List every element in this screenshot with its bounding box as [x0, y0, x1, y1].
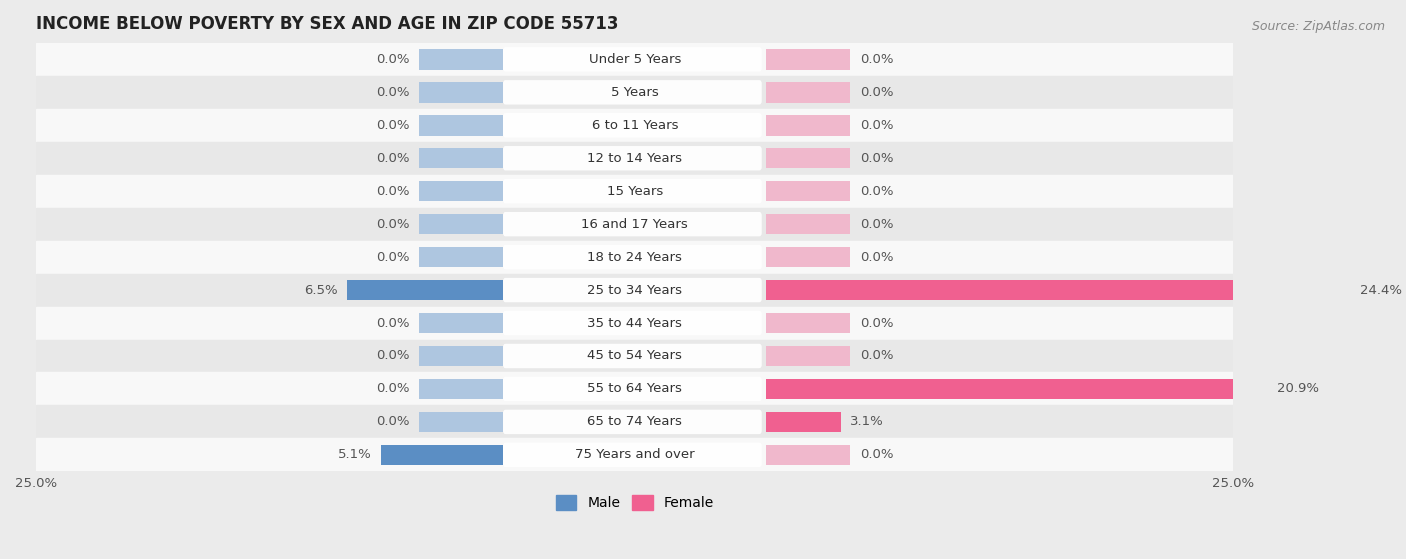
Text: 0.0%: 0.0% [860, 119, 893, 132]
FancyBboxPatch shape [503, 377, 762, 401]
Text: 0.0%: 0.0% [377, 217, 409, 231]
FancyBboxPatch shape [503, 212, 762, 236]
Text: 0.0%: 0.0% [860, 250, 893, 264]
Text: 25 to 34 Years: 25 to 34 Years [588, 283, 682, 297]
FancyBboxPatch shape [503, 80, 762, 105]
Text: 0.0%: 0.0% [860, 53, 893, 66]
Text: 0.0%: 0.0% [377, 86, 409, 99]
Bar [766, 247, 851, 267]
Text: 35 to 44 Years: 35 to 44 Years [588, 316, 682, 330]
Text: 5 Years: 5 Years [610, 86, 658, 99]
Text: 0.0%: 0.0% [860, 448, 893, 461]
Text: 75 Years and over: 75 Years and over [575, 448, 695, 461]
FancyBboxPatch shape [503, 278, 762, 302]
Bar [37, 438, 1233, 471]
Text: 45 to 54 Years: 45 to 54 Years [588, 349, 682, 362]
Bar [766, 280, 1351, 300]
Text: 0.0%: 0.0% [860, 151, 893, 165]
Bar [419, 181, 503, 201]
Text: 6 to 11 Years: 6 to 11 Years [592, 119, 678, 132]
Bar [419, 379, 503, 399]
Bar [37, 109, 1233, 142]
Bar [347, 280, 503, 300]
Text: 55 to 64 Years: 55 to 64 Years [588, 382, 682, 395]
Bar [766, 214, 851, 234]
FancyBboxPatch shape [503, 410, 762, 434]
Bar [419, 82, 503, 102]
Text: 0.0%: 0.0% [377, 349, 409, 362]
Bar [766, 181, 851, 201]
Text: 12 to 14 Years: 12 to 14 Years [588, 151, 682, 165]
Bar [37, 142, 1233, 175]
Text: 6.5%: 6.5% [304, 283, 337, 297]
Bar [419, 247, 503, 267]
Text: 0.0%: 0.0% [377, 151, 409, 165]
Bar [766, 115, 851, 135]
Bar [37, 240, 1233, 273]
Legend: Male, Female: Male, Female [550, 490, 720, 516]
Bar [37, 175, 1233, 208]
Bar [37, 372, 1233, 405]
Text: 3.1%: 3.1% [851, 415, 884, 428]
Text: Source: ZipAtlas.com: Source: ZipAtlas.com [1251, 20, 1385, 32]
Text: 0.0%: 0.0% [377, 415, 409, 428]
FancyBboxPatch shape [503, 245, 762, 269]
Bar [419, 115, 503, 135]
Bar [766, 148, 851, 168]
Text: 15 Years: 15 Years [606, 184, 662, 198]
Text: 0.0%: 0.0% [860, 86, 893, 99]
Text: 0.0%: 0.0% [377, 119, 409, 132]
Bar [419, 411, 503, 432]
Text: 0.0%: 0.0% [377, 53, 409, 66]
Text: 0.0%: 0.0% [377, 184, 409, 198]
Bar [419, 214, 503, 234]
Bar [419, 346, 503, 366]
Bar [766, 444, 851, 465]
Text: 0.0%: 0.0% [860, 184, 893, 198]
Bar [766, 411, 841, 432]
Text: 0.0%: 0.0% [860, 217, 893, 231]
Text: Under 5 Years: Under 5 Years [589, 53, 681, 66]
Bar [37, 339, 1233, 372]
Bar [37, 76, 1233, 109]
Text: 18 to 24 Years: 18 to 24 Years [588, 250, 682, 264]
FancyBboxPatch shape [503, 47, 762, 72]
Text: 0.0%: 0.0% [860, 349, 893, 362]
FancyBboxPatch shape [503, 113, 762, 138]
Bar [37, 405, 1233, 438]
Bar [419, 49, 503, 69]
Text: 0.0%: 0.0% [860, 316, 893, 330]
Bar [766, 313, 851, 333]
Bar [37, 306, 1233, 339]
FancyBboxPatch shape [503, 146, 762, 170]
Bar [381, 444, 503, 465]
Text: 24.4%: 24.4% [1361, 283, 1402, 297]
Text: 0.0%: 0.0% [377, 382, 409, 395]
Bar [37, 273, 1233, 306]
FancyBboxPatch shape [503, 311, 762, 335]
Bar [419, 313, 503, 333]
FancyBboxPatch shape [503, 179, 762, 203]
Text: 0.0%: 0.0% [377, 250, 409, 264]
Text: 0.0%: 0.0% [377, 316, 409, 330]
Text: INCOME BELOW POVERTY BY SEX AND AGE IN ZIP CODE 55713: INCOME BELOW POVERTY BY SEX AND AGE IN Z… [37, 15, 619, 33]
Bar [766, 379, 1267, 399]
Bar [419, 148, 503, 168]
Bar [37, 43, 1233, 76]
Bar [766, 346, 851, 366]
Bar [766, 82, 851, 102]
FancyBboxPatch shape [503, 443, 762, 467]
Text: 5.1%: 5.1% [337, 448, 371, 461]
Bar [766, 49, 851, 69]
Bar [37, 208, 1233, 240]
Text: 65 to 74 Years: 65 to 74 Years [588, 415, 682, 428]
FancyBboxPatch shape [503, 344, 762, 368]
Text: 16 and 17 Years: 16 and 17 Years [582, 217, 688, 231]
Text: 20.9%: 20.9% [1277, 382, 1319, 395]
